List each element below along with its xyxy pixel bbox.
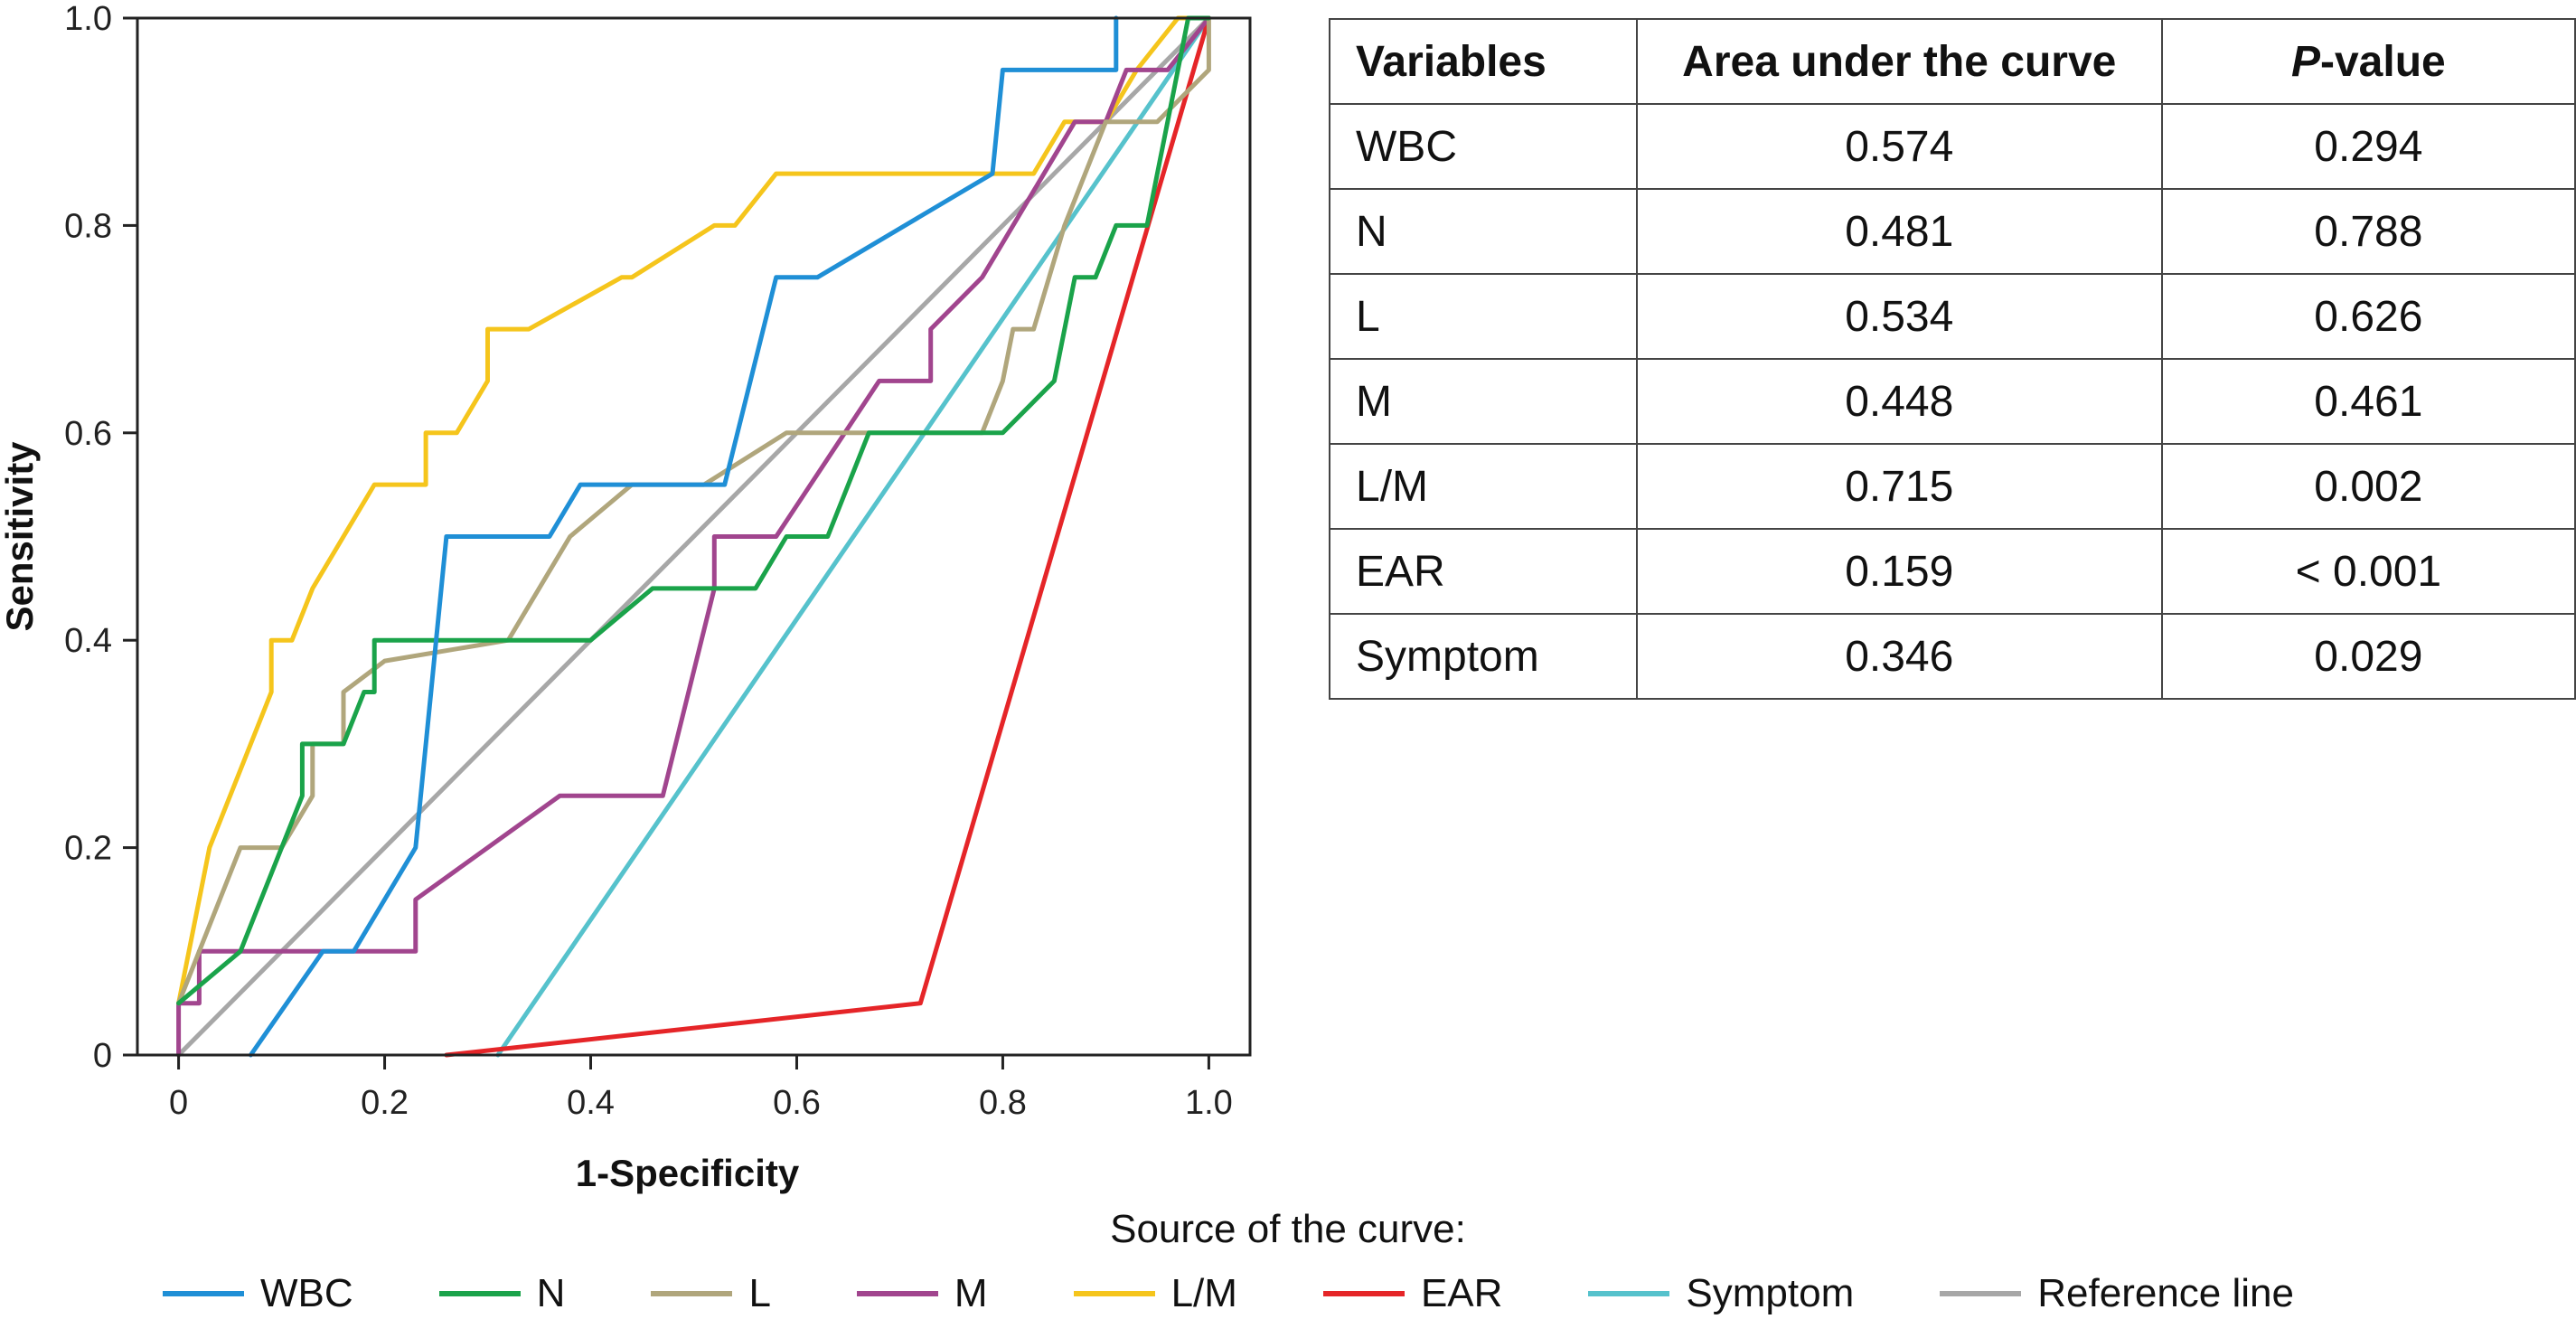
row-auc: 0.574 — [1635, 103, 2163, 190]
plot-frame — [136, 16, 1252, 1057]
series-line-reference-line — [176, 15, 1211, 1058]
table-row: M 0.448 0.461 — [1329, 358, 2576, 445]
row-variable: L — [1329, 273, 1638, 360]
row-p-value: 0.294 — [2160, 103, 2576, 190]
y-tick-label: 0.8 — [64, 207, 112, 245]
series-line-n — [176, 15, 1211, 1006]
legend-label: Reference line — [2037, 1271, 2294, 1315]
header-p-letter: P — [2290, 37, 2320, 86]
y-tick-label: 0 — [93, 1037, 112, 1075]
legend: WBC N L M L/M EAR Symptom Reference line — [163, 1268, 2380, 1319]
series-line-l — [176, 15, 1211, 1006]
legend-label: M — [954, 1271, 988, 1315]
legend-item-symptom: Symptom — [1588, 1271, 1854, 1316]
y-tick-label: 0.4 — [64, 622, 112, 660]
legend-title: Source of the curve: — [1110, 1207, 1466, 1251]
row-variable: L/M — [1329, 443, 1638, 530]
y-tick-label: 1.0 — [64, 0, 112, 38]
table-header-row: Variables Area under the curve P-value — [1329, 18, 2576, 105]
table-row: N 0.481 0.788 — [1329, 188, 2576, 275]
series-line-ear — [444, 15, 1211, 1058]
auc-table: Variables Area under the curve P-value W… — [1329, 18, 2576, 700]
row-auc: 0.448 — [1635, 358, 2163, 445]
row-p-value: 0.788 — [2160, 188, 2576, 275]
legend-item-m: M — [856, 1271, 988, 1316]
legend-swatch — [856, 1291, 938, 1296]
header-p-rest: -value — [2320, 37, 2446, 86]
table-row: EAR 0.159 < 0.001 — [1329, 528, 2576, 615]
axes-layer: 0 0 0.2 0.2 0.4 0.4 0.6 0.6 0.8 0.8 1.0 1.0 1-Specif… — [0, 0, 1252, 1194]
legend-label: L/M — [1170, 1271, 1237, 1315]
row-variable: EAR — [1329, 528, 1638, 615]
series-line-wbc — [248, 15, 1119, 1058]
legend-swatch — [1588, 1291, 1670, 1296]
table-row: WBC 0.574 0.294 — [1329, 103, 2576, 190]
row-p-value: 0.626 — [2160, 273, 2576, 360]
legend-item-n: N — [438, 1271, 566, 1316]
legend-item-l-m: L/M — [1073, 1271, 1237, 1316]
table-row: L/M 0.715 0.002 — [1329, 443, 2576, 530]
x-tick-label: 0 — [169, 1084, 188, 1122]
legend-swatch — [651, 1291, 733, 1296]
row-auc: 0.715 — [1635, 443, 2163, 530]
roc-chart: 0 0 0.2 0.2 0.4 0.4 0.6 0.6 0.8 0.8 1.0 1.0 1-Specif… — [0, 0, 1252, 1194]
series-layer — [176, 15, 1211, 1058]
row-p-value: < 0.001 — [2160, 528, 2576, 615]
row-auc: 0.481 — [1635, 188, 2163, 275]
row-variable: M — [1329, 358, 1638, 445]
legend-swatch — [1073, 1291, 1155, 1296]
legend-item-ear: EAR — [1322, 1271, 1503, 1316]
row-variable: WBC — [1329, 103, 1638, 190]
header-auc: Area under the curve — [1635, 18, 2163, 105]
legend-swatch — [1322, 1291, 1405, 1296]
row-auc: 0.346 — [1635, 613, 2163, 700]
y-tick-label: 0.2 — [64, 830, 112, 868]
row-variable: Symptom — [1329, 613, 1638, 700]
legend-swatch — [1940, 1291, 2022, 1296]
legend-label: N — [536, 1271, 566, 1315]
table-row: L 0.534 0.626 — [1329, 273, 2576, 360]
x-tick-label: 0.2 — [361, 1084, 409, 1122]
y-tick-label: 0.6 — [64, 415, 112, 453]
row-p-value: 0.461 — [2160, 358, 2576, 445]
series-line-l-m — [176, 15, 1211, 1006]
table-row: Symptom 0.346 0.029 — [1329, 613, 2576, 700]
legend-item-l: L — [651, 1271, 771, 1316]
row-p-value: 0.002 — [2160, 443, 2576, 530]
legend-swatch — [438, 1291, 521, 1296]
y-axis-title: Sensitivity — [0, 441, 41, 632]
legend-swatch — [163, 1291, 244, 1296]
header-variables: Variables — [1329, 18, 1638, 105]
row-p-value: 0.029 — [2160, 613, 2576, 700]
row-variable: N — [1329, 188, 1638, 275]
legend-item-wbc: WBC — [163, 1271, 353, 1316]
x-tick-label: 1.0 — [1185, 1084, 1233, 1122]
legend-item-reference-line: Reference line — [1940, 1271, 2294, 1316]
row-auc: 0.534 — [1635, 273, 2163, 360]
legend-label: WBC — [260, 1271, 353, 1315]
legend-label: Symptom — [1686, 1271, 1855, 1315]
series-line-symptom — [495, 15, 1211, 1058]
x-tick-label: 0.8 — [979, 1084, 1027, 1122]
row-auc: 0.159 — [1635, 528, 2163, 615]
legend-label: L — [748, 1271, 771, 1315]
x-tick-label: 0.6 — [773, 1084, 821, 1122]
series-line-m — [176, 15, 1211, 1058]
legend-label: EAR — [1420, 1271, 1503, 1315]
header-p-value: P-value — [2160, 18, 2576, 105]
x-tick-label: 0.4 — [567, 1084, 615, 1122]
x-axis-title: 1-Specificity — [576, 1152, 800, 1194]
